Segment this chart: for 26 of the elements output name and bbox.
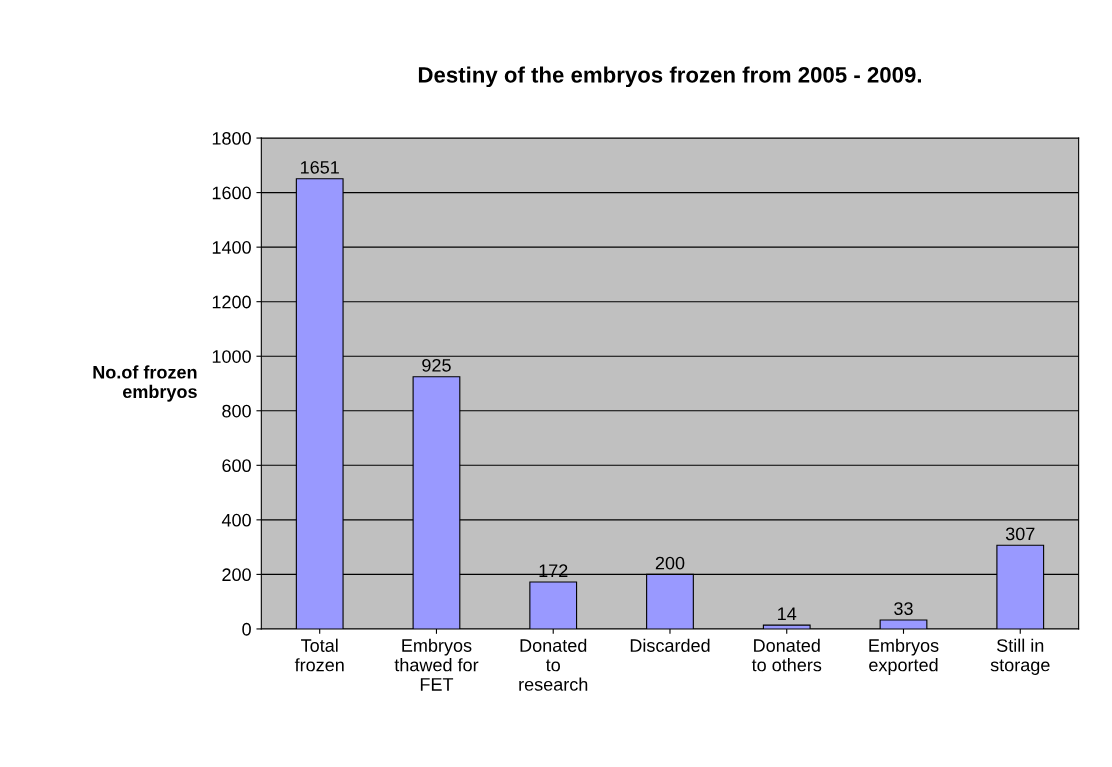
x-tick-label: Donated to research bbox=[519, 638, 588, 691]
x-tick-label: Donated to others bbox=[751, 638, 822, 672]
data-label: 200 bbox=[655, 556, 685, 570]
y-tick-label: 400 bbox=[221, 513, 251, 527]
x-tick-label: Discarded bbox=[630, 638, 710, 652]
x-tick-label: Still in storage bbox=[990, 638, 1050, 675]
y-tick-label: 0 bbox=[242, 622, 251, 636]
x-tick-label: Embryos exported bbox=[869, 638, 939, 675]
y-tick-label: 600 bbox=[222, 459, 251, 473]
x-tick-label: Embryos thawed for FET bbox=[394, 638, 479, 691]
data-label: 1651 bbox=[301, 160, 339, 174]
y-tick-label: 800 bbox=[222, 404, 251, 418]
data-label: 925 bbox=[422, 358, 451, 372]
y-tick-label: 1000 bbox=[212, 350, 251, 363]
data-label: 172 bbox=[539, 564, 568, 577]
y-tick-label: 1800 bbox=[212, 131, 251, 145]
y-tick-label: 1200 bbox=[212, 295, 251, 309]
x-tick-label: Total frozen bbox=[294, 638, 344, 672]
data-label: 33 bbox=[894, 602, 913, 615]
data-label: 14 bbox=[778, 607, 797, 620]
y-axis-title: No.of frozen embryos bbox=[93, 365, 197, 402]
chart-title: Destiny of the embryos frozen from 2005 - 2009. bbox=[418, 66, 922, 88]
y-tick-label: 200 bbox=[222, 568, 251, 582]
y-tick-label: 1600 bbox=[212, 186, 251, 200]
y-tick-label: 1400 bbox=[212, 241, 251, 254]
data-label: 307 bbox=[1005, 527, 1035, 541]
